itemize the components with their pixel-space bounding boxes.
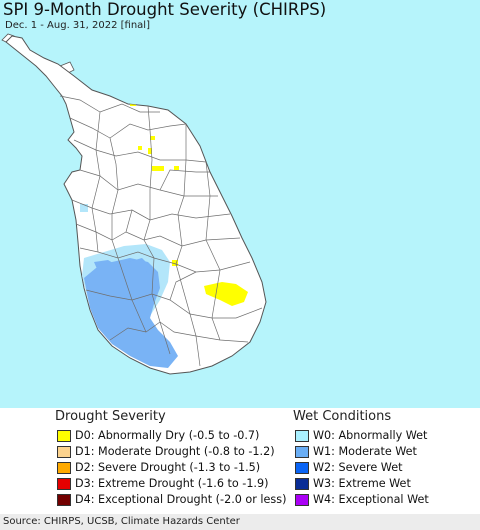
d0-region-east <box>204 282 248 306</box>
source-footer: Source: CHIRPS, UCSB, Climate Hazards Ce… <box>0 514 480 530</box>
swatch-d2 <box>57 461 71 474</box>
legend-item-w0: W0: Abnormally Wet <box>295 428 427 443</box>
legend-label-d4: D4: Exceptional Drought (-2.0 or less) <box>75 493 287 506</box>
drought-severity-heading: Drought Severity <box>55 409 166 424</box>
legend-item-w3: W3: Extreme Wet <box>295 476 411 491</box>
legend-label-w4: W4: Exceptional Wet <box>313 493 429 506</box>
w0-patch-west <box>80 204 88 212</box>
swatch-w4 <box>295 493 309 506</box>
page-subtitle: Dec. 1 - Aug. 31, 2022 [final] <box>5 20 150 31</box>
legend-label-d0: D0: Abnormally Dry (-0.5 to -0.7) <box>75 429 260 442</box>
legend-item-d1: D1: Moderate Drought (-0.8 to -1.2) <box>57 444 275 459</box>
island-land <box>5 35 267 375</box>
legend-label-d1: D1: Moderate Drought (-0.8 to -1.2) <box>75 445 275 458</box>
swatch-d1 <box>57 445 71 458</box>
w1-region <box>84 258 178 368</box>
d0-patch-6 <box>174 166 179 170</box>
swatch-w0 <box>295 429 309 442</box>
legend-label-w0: W0: Abnormally Wet <box>313 429 428 442</box>
legend-label-d3: D3: Extreme Drought (-1.6 to -1.9) <box>75 477 269 490</box>
d0-patch-5 <box>152 166 164 171</box>
legend-item-w1: W1: Moderate Wet <box>295 444 417 459</box>
legend-label-d2: D2: Severe Drought (-1.3 to -1.5) <box>75 461 261 474</box>
w1-patch-north <box>94 260 118 276</box>
w1-patch-central <box>128 258 150 276</box>
d0-patch-4 <box>148 148 152 154</box>
legend-label-w3: W3: Extreme Wet <box>313 477 411 490</box>
wet-conditions-heading: Wet Conditions <box>293 409 392 424</box>
swatch-d3 <box>57 477 71 490</box>
d0-patch-3 <box>138 146 142 150</box>
d0-patch-2 <box>150 136 155 140</box>
district-boundaries <box>59 95 263 367</box>
legend-item-w2: W2: Severe Wet <box>295 460 402 475</box>
swatch-w1 <box>295 445 309 458</box>
map-panel: SPI 9-Month Drought Severity (CHIRPS) De… <box>0 0 480 408</box>
swatch-w3 <box>295 477 309 490</box>
swatch-d4 <box>57 493 71 506</box>
source-text: Source: CHIRPS, UCSB, Climate Hazards Ce… <box>3 516 240 527</box>
legend-item-d4: D4: Exceptional Drought (-2.0 or less) <box>57 492 286 507</box>
legend-item-d3: D3: Extreme Drought (-1.6 to -1.9) <box>57 476 268 491</box>
d0-patch-7 <box>172 260 178 266</box>
legend-item-d2: D2: Severe Drought (-1.3 to -1.5) <box>57 460 260 475</box>
spi-overlay <box>80 102 248 368</box>
legend-label-w2: W2: Severe Wet <box>313 461 403 474</box>
swatch-w2 <box>295 461 309 474</box>
page-title: SPI 9-Month Drought Severity (CHIRPS) <box>3 0 327 19</box>
sri-lanka-map <box>1 33 267 375</box>
legend-label-w1: W1: Moderate Wet <box>313 445 417 458</box>
legend-panel: Drought Severity Wet Conditions D0: Abno… <box>0 408 480 514</box>
legend-item-d0: D0: Abnormally Dry (-0.5 to -0.7) <box>57 428 259 443</box>
legend-item-w4: W4: Exceptional Wet <box>295 492 429 507</box>
swatch-d0 <box>57 429 71 442</box>
